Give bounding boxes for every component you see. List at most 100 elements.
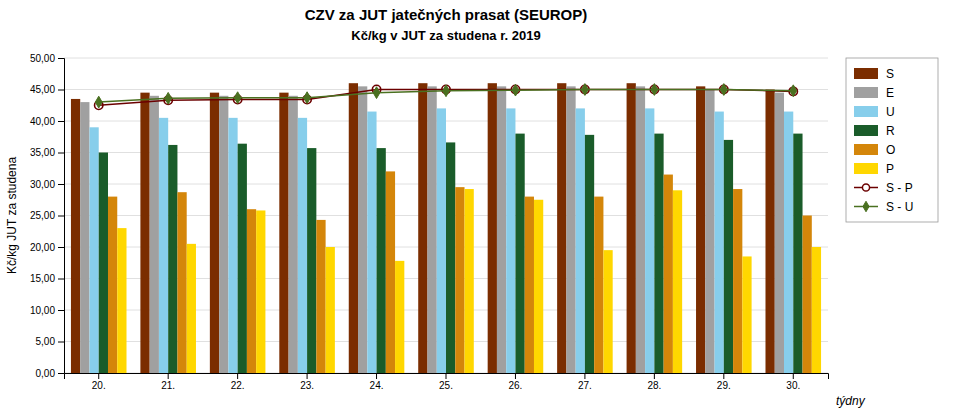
tick-mark bbox=[237, 373, 238, 379]
tick: 25,00 bbox=[30, 210, 64, 221]
bar bbox=[117, 228, 126, 373]
tick-mark bbox=[723, 373, 724, 379]
tick-mark bbox=[584, 373, 585, 379]
bar bbox=[150, 96, 159, 373]
bar bbox=[377, 148, 386, 373]
tick-mark bbox=[793, 373, 794, 379]
bar bbox=[585, 135, 594, 373]
tick-mark bbox=[58, 310, 64, 311]
tick-label: 20,00 bbox=[30, 242, 55, 253]
marker bbox=[95, 96, 102, 108]
tick: 23. bbox=[300, 373, 314, 391]
grid-line bbox=[64, 58, 828, 59]
tick: 45,00 bbox=[30, 84, 64, 95]
x-axis: 20.21.22.23.24.25.26.27.28.29.30. bbox=[65, 373, 829, 391]
axis-line bbox=[65, 374, 829, 380]
tick-label: 40,00 bbox=[30, 116, 55, 127]
marker bbox=[443, 85, 450, 97]
marker bbox=[304, 92, 311, 104]
line-series bbox=[95, 84, 796, 108]
bar bbox=[279, 93, 288, 373]
legend-label: S - U bbox=[886, 200, 913, 214]
bar bbox=[488, 83, 497, 373]
bar bbox=[696, 86, 705, 373]
bar bbox=[664, 175, 673, 373]
tick-label: 25. bbox=[439, 380, 453, 391]
tick-mark bbox=[58, 247, 64, 248]
bar bbox=[446, 142, 455, 373]
bar bbox=[395, 261, 404, 373]
marker bbox=[582, 84, 589, 96]
bar bbox=[159, 118, 168, 373]
tick: 30,00 bbox=[30, 179, 64, 190]
bar bbox=[724, 140, 733, 373]
legend-label: U bbox=[886, 105, 895, 119]
tick: 20,00 bbox=[30, 242, 64, 253]
bar bbox=[594, 197, 603, 373]
tick-label: 23. bbox=[300, 380, 314, 391]
bar-series bbox=[89, 108, 793, 373]
tick: 26. bbox=[509, 373, 523, 391]
legend-item: S bbox=[854, 67, 894, 81]
tick-mark bbox=[376, 373, 377, 379]
bar bbox=[557, 83, 566, 373]
bar-series bbox=[108, 171, 812, 373]
legend-swatch bbox=[854, 87, 878, 98]
bar bbox=[705, 90, 714, 374]
bar bbox=[80, 102, 89, 373]
bar bbox=[256, 210, 265, 373]
tick: 35,00 bbox=[30, 147, 64, 158]
bar bbox=[654, 134, 663, 373]
bar bbox=[238, 144, 247, 373]
legend-label: O bbox=[886, 143, 895, 157]
tick: 22. bbox=[231, 373, 245, 391]
subtitle: Kč/kg v JUT za studena r. 2019 bbox=[351, 28, 540, 43]
marker bbox=[373, 87, 380, 99]
legend-swatch bbox=[854, 163, 878, 174]
legend: SEUROPS - PS - U bbox=[846, 58, 938, 222]
y-axis-title: Kč/kg JUT za studena bbox=[5, 157, 19, 274]
bar bbox=[367, 112, 376, 373]
bar bbox=[210, 93, 219, 373]
tick: 27. bbox=[578, 373, 592, 391]
legend-item: E bbox=[854, 86, 894, 100]
title: CZV za JUT jatečných prasat (SEUROP) bbox=[305, 6, 588, 23]
bar bbox=[349, 83, 358, 373]
bar bbox=[247, 209, 256, 373]
tick-label: 45,00 bbox=[30, 84, 55, 95]
tick: 5,00 bbox=[36, 336, 64, 347]
legend-item: O bbox=[854, 143, 895, 157]
bar bbox=[576, 108, 585, 373]
bar bbox=[455, 187, 464, 373]
plot-area: 0,005,0010,0015,0020,0025,0030,0035,0040… bbox=[30, 53, 829, 391]
legend-swatch bbox=[854, 68, 878, 79]
bar bbox=[775, 93, 784, 373]
tick-label: 25,00 bbox=[30, 210, 55, 221]
tick: 21. bbox=[161, 373, 175, 391]
bar bbox=[733, 189, 742, 373]
tick-label: 0,00 bbox=[36, 368, 56, 379]
tick-label: 10,00 bbox=[30, 305, 55, 316]
tick-label: 24. bbox=[370, 380, 384, 391]
bar bbox=[437, 108, 446, 373]
tick: 0,00 bbox=[36, 368, 64, 379]
legend-label: R bbox=[886, 124, 895, 138]
bar bbox=[534, 200, 543, 373]
bar bbox=[228, 118, 237, 373]
bar bbox=[307, 148, 316, 373]
tick-label: 30,00 bbox=[30, 179, 55, 190]
tick-mark bbox=[515, 373, 516, 379]
tick-mark bbox=[58, 153, 64, 154]
legend-item: P bbox=[854, 162, 894, 176]
bar bbox=[358, 86, 367, 373]
legend-label: S bbox=[886, 67, 894, 81]
tick-label: 35,00 bbox=[30, 147, 55, 158]
legend-swatch bbox=[854, 125, 878, 136]
tick: 50,00 bbox=[30, 53, 64, 64]
bar bbox=[108, 197, 117, 373]
bar bbox=[765, 90, 774, 374]
tick-mark bbox=[654, 373, 655, 379]
legend-frame bbox=[846, 58, 938, 222]
legend-item: R bbox=[854, 124, 895, 138]
bar-series bbox=[71, 83, 775, 373]
